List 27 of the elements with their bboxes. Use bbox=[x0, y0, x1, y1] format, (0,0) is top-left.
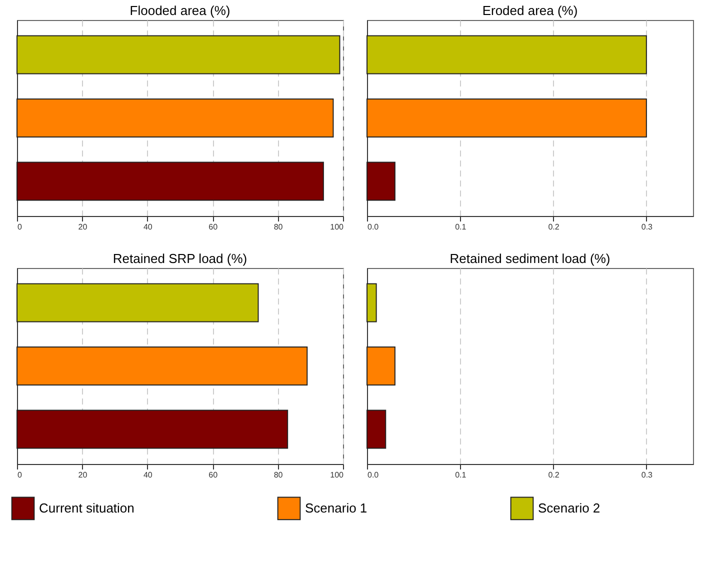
x-tick-label: 0.0 bbox=[368, 470, 380, 480]
x-tick-label: 0.1 bbox=[455, 470, 467, 480]
x-tick-label: 0.3 bbox=[641, 470, 654, 480]
x-tick-label: 80 bbox=[274, 470, 284, 480]
x-tick-label: 80 bbox=[274, 222, 284, 232]
x-tick-label: 0 bbox=[18, 222, 22, 232]
x-tick-label: 0.1 bbox=[455, 222, 467, 232]
x-tick-label: 0.3 bbox=[641, 222, 654, 232]
x-tick-label: 0.2 bbox=[548, 222, 560, 232]
legend-label: Scenario 2 bbox=[538, 500, 600, 516]
x-tick-label: 0.0 bbox=[368, 222, 380, 232]
legend-label: Scenario 1 bbox=[305, 500, 368, 516]
x-tick-label: 0.2 bbox=[548, 470, 560, 480]
x-tick-label: 100 bbox=[330, 222, 344, 232]
chart-title: Retained SRP load (%) bbox=[112, 251, 248, 266]
x-tick-label: 100 bbox=[330, 470, 344, 480]
x-tick-label: 40 bbox=[143, 470, 153, 480]
chart-title: Eroded area (%) bbox=[482, 3, 578, 18]
chart-title: Flooded area (%) bbox=[130, 3, 230, 18]
x-tick-label: 20 bbox=[78, 470, 88, 480]
x-tick-label: 60 bbox=[208, 470, 218, 480]
x-tick-label: 40 bbox=[143, 222, 153, 232]
x-tick-label: 60 bbox=[208, 222, 218, 232]
x-tick-label: 20 bbox=[78, 222, 88, 232]
legend-label: Current situation bbox=[39, 500, 134, 516]
chart-title: Retained sediment load (%) bbox=[450, 251, 610, 266]
x-tick-label: 0 bbox=[18, 470, 22, 480]
